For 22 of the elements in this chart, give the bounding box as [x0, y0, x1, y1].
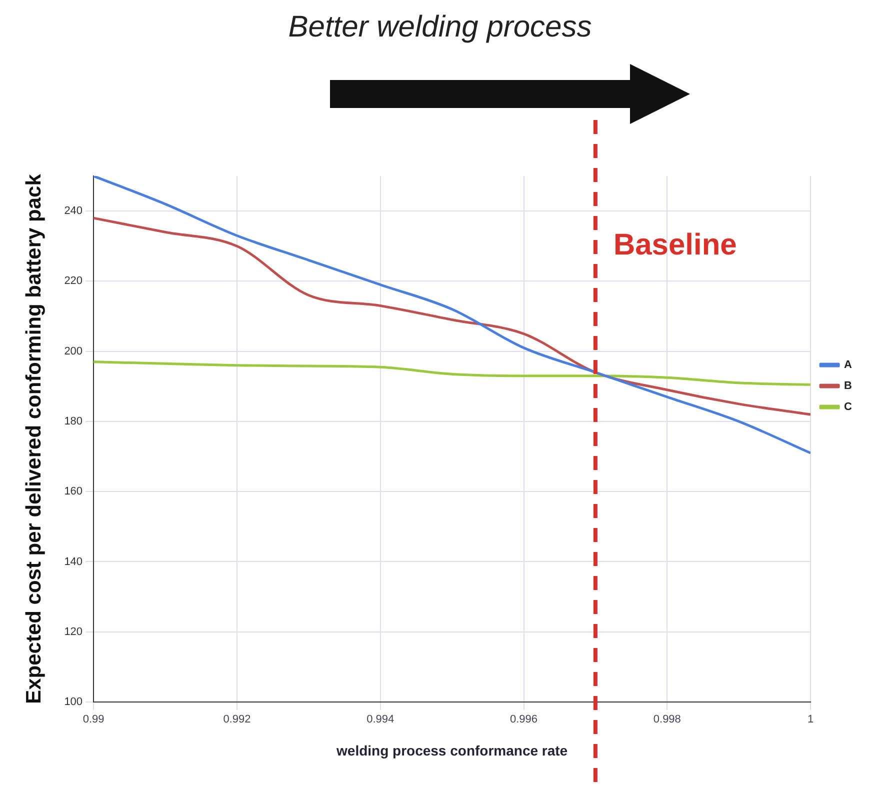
x-tick-label: 1: [807, 714, 814, 726]
x-tick-label: 0.994: [366, 714, 394, 726]
y-tick-label: 140: [64, 556, 83, 568]
legend-label: C: [844, 401, 852, 414]
y-tick-label: 180: [64, 416, 83, 428]
legend-label: B: [844, 380, 852, 392]
line-series: [94, 360, 811, 386]
y-tick-label: 200: [64, 345, 83, 358]
y-tick-label: 240: [64, 205, 83, 218]
x-tick-label: 0.99: [82, 714, 104, 726]
x-tick-label: 0.992: [223, 714, 251, 726]
chart-title: Better welding process: [288, 10, 592, 44]
y-tick-label: 220: [64, 275, 83, 288]
y-tick-label: 160: [64, 486, 83, 498]
legend-label: A: [844, 359, 852, 372]
y-tick-label: 120: [64, 626, 83, 638]
y-tick-label: 100: [64, 696, 83, 708]
x-tick-label: 0.996: [510, 714, 538, 726]
x-axis-title: welding process conformance rate: [336, 742, 568, 758]
y-axis-title: Expected cost per delivered conforming battery pack: [22, 174, 46, 704]
ref-line-label: Baseline: [613, 228, 737, 262]
x-tick-label: 0.998: [653, 714, 681, 726]
